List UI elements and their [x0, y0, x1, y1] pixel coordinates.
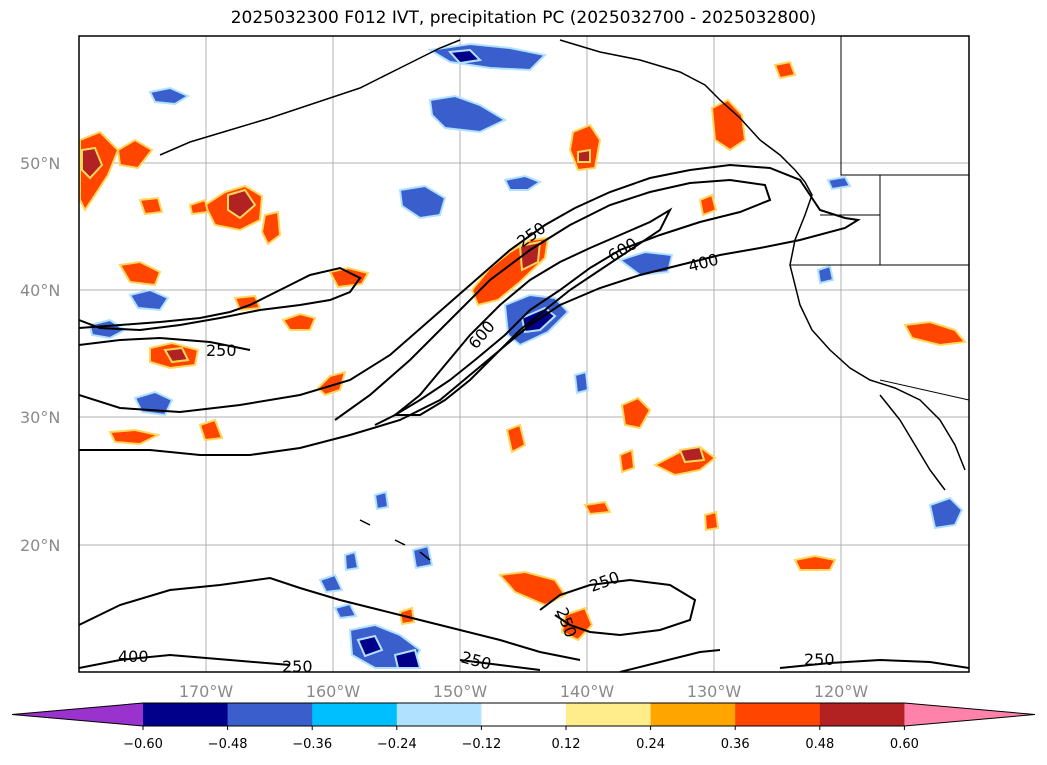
colorbar-segment	[566, 703, 652, 726]
lon-label: 170°W	[179, 682, 234, 701]
lat-label: 20°N	[20, 536, 60, 555]
contour-label: 250	[804, 650, 835, 669]
lon-label: 140°W	[560, 682, 615, 701]
colorbar-tick-label: 0.12	[552, 737, 581, 752]
contour-label: 250	[282, 657, 313, 676]
colorbar-segment	[143, 703, 229, 726]
colorbar-segment	[650, 703, 736, 726]
lon-label: 130°W	[687, 682, 742, 701]
colorbar-segment	[396, 703, 482, 726]
map-title: 2025032300 F012 IVT, precipitation PC (2…	[230, 8, 817, 28]
colorbar-segment	[227, 703, 313, 726]
colorbar-segment	[312, 703, 398, 726]
lon-label: 160°W	[306, 682, 361, 701]
colorbar-tick-label: 0.48	[805, 737, 834, 752]
contour-label: 250	[206, 341, 237, 360]
colorbar-tick-label: −0.12	[461, 737, 501, 752]
lat-label: 30°N	[20, 408, 60, 427]
colorbar: −0.60 −0.48 −0.36 −0.24 −0.12 0.12 0.24 0.36 0.4…	[11, 702, 1036, 752]
colorbar-extend-high	[904, 703, 1035, 726]
colorbar-tick-label: 0.60	[890, 737, 919, 752]
longitude-labels: 170°W 160°W 150°W 140°W 130°W 120°W	[179, 682, 869, 701]
colorbar-segment	[481, 703, 567, 726]
colorbar-tick-label: −0.48	[208, 737, 248, 752]
colorbar-tick-label: −0.24	[377, 737, 417, 752]
contour-label: 400	[118, 647, 149, 666]
state-borders	[790, 36, 969, 401]
graticule	[79, 36, 969, 672]
lat-label: 40°N	[20, 281, 60, 300]
colorbar-segment	[819, 703, 905, 726]
colorbar-tick-label: 0.24	[636, 737, 665, 752]
coastlines	[159, 39, 966, 561]
latitude-labels: 50°N 40°N 30°N 20°N	[20, 154, 60, 555]
ivt-contours	[79, 163, 969, 672]
lon-label: 120°W	[814, 682, 869, 701]
colorbar-tick-label: 0.36	[721, 737, 750, 752]
colorbar-extend-low	[12, 703, 143, 726]
map-frame	[78, 35, 970, 673]
colorbar-segment	[735, 703, 821, 726]
colorbar-tick-label: −0.60	[123, 737, 163, 752]
lon-label: 150°W	[433, 682, 488, 701]
precip-positive-shading	[79, 60, 967, 642]
colorbar-tick-label: −0.36	[292, 737, 332, 752]
lat-label: 50°N	[20, 154, 60, 173]
